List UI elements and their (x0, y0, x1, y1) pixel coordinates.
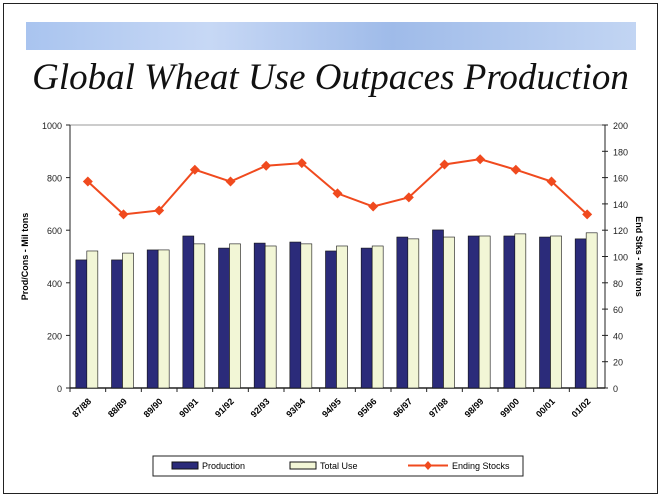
bar-total-use (264, 245, 277, 389)
y-tick-label: 400 (47, 279, 62, 289)
bar-production (111, 259, 123, 389)
marker-ending-stocks (510, 164, 521, 175)
y-tick-label: 0 (57, 384, 62, 394)
line-ending-stocks (87, 158, 588, 216)
bar-production (289, 241, 302, 389)
bar-total-use (514, 233, 527, 389)
marker-ending-stocks (296, 158, 307, 169)
bar-production (503, 235, 516, 389)
legend-box (152, 455, 524, 477)
marker-ending-stocks (368, 201, 379, 212)
bar-production (396, 236, 409, 389)
x-tick-label: 91/92 (213, 396, 236, 419)
bar-total-use (443, 236, 455, 389)
marker-ending-stocks (261, 160, 272, 171)
x-tick-label: 90/91 (177, 396, 200, 419)
marker-ending-stocks (225, 176, 236, 187)
x-tick-label: 87/88 (70, 396, 93, 419)
marker-ending-stocks (439, 159, 450, 170)
bar-total-use (86, 250, 99, 389)
slide-frame (3, 3, 658, 494)
y-tick-label: 800 (47, 174, 62, 184)
y2-tick-label: 100 (613, 253, 628, 263)
y-tick-label: 200 (47, 331, 62, 341)
map-banner (26, 22, 636, 50)
bar-production (146, 249, 159, 389)
bar-production (360, 247, 373, 389)
bar-production (432, 229, 444, 389)
bar-production (182, 235, 195, 389)
x-tick-label: 95/96 (356, 396, 379, 419)
x-tick-label: 93/94 (284, 396, 307, 419)
bar-production (218, 247, 230, 389)
x-tick-label: 88/89 (106, 396, 129, 419)
bar-total-use (122, 252, 134, 389)
bar-production (539, 236, 551, 389)
legend-label-total-use: Total Use (320, 461, 358, 471)
x-tick-label: 97/98 (427, 396, 450, 419)
y2-tick-label: 120 (613, 226, 628, 236)
x-tick-label: 94/95 (320, 396, 343, 419)
legend-label-ending-stocks: Ending Stocks (452, 461, 510, 471)
bar-production (467, 235, 480, 389)
bar-production (253, 242, 266, 389)
bar-production (574, 238, 587, 389)
y2-tick-label: 160 (613, 174, 628, 184)
y2-tick-label: 60 (613, 305, 623, 315)
y2-tick-label: 200 (613, 121, 628, 131)
y2-tick-label: 140 (613, 200, 628, 210)
y2-tick-label: 0 (613, 384, 618, 394)
bar-total-use (478, 235, 491, 389)
y-axis-label: Prod/Cons - Mil tons (20, 213, 30, 301)
legend-marker-ending-stocks (424, 461, 432, 470)
bar-production (325, 250, 337, 389)
marker-ending-stocks (332, 188, 343, 199)
bar-total-use (585, 232, 598, 389)
y2-tick-label: 20 (613, 358, 623, 368)
marker-ending-stocks (118, 209, 129, 220)
chart-title: Global Wheat Use Outpaces Production (32, 57, 629, 98)
x-tick-label: 98/99 (463, 396, 486, 419)
bar-production (75, 259, 88, 389)
bar-total-use (336, 245, 348, 389)
bar-total-use (229, 243, 241, 389)
x-tick-label: 96/97 (391, 396, 414, 419)
x-tick-label: 01/02 (570, 396, 593, 419)
x-tick-label: 00/01 (534, 396, 557, 419)
bar-total-use (193, 243, 206, 389)
y2-tick-label: 180 (613, 147, 628, 157)
x-tick-label: 89/90 (142, 396, 165, 419)
y-tick-label: 1000 (42, 121, 62, 131)
marker-ending-stocks (82, 176, 93, 187)
y-tick-label: 600 (47, 226, 62, 236)
y2-axis-label: End Stks - Mil tons (634, 216, 644, 297)
legend-label-production: Production (202, 461, 245, 471)
bar-total-use (300, 243, 313, 389)
marker-ending-stocks (582, 209, 593, 220)
legend-swatch-total-use (289, 461, 317, 470)
x-tick-label: 92/93 (249, 396, 272, 419)
marker-ending-stocks (403, 192, 414, 203)
y2-tick-label: 40 (613, 331, 623, 341)
marker-ending-stocks (154, 205, 165, 216)
marker-ending-stocks (189, 164, 200, 175)
legend-swatch-production (171, 461, 199, 470)
y2-tick-label: 80 (613, 279, 623, 289)
marker-ending-stocks (475, 154, 486, 165)
x-tick-label: 99/00 (498, 396, 521, 419)
bar-total-use (407, 238, 420, 389)
bar-total-use (550, 235, 562, 389)
bar-total-use (157, 249, 170, 389)
bar-total-use (371, 245, 384, 389)
marker-ending-stocks (546, 176, 557, 187)
